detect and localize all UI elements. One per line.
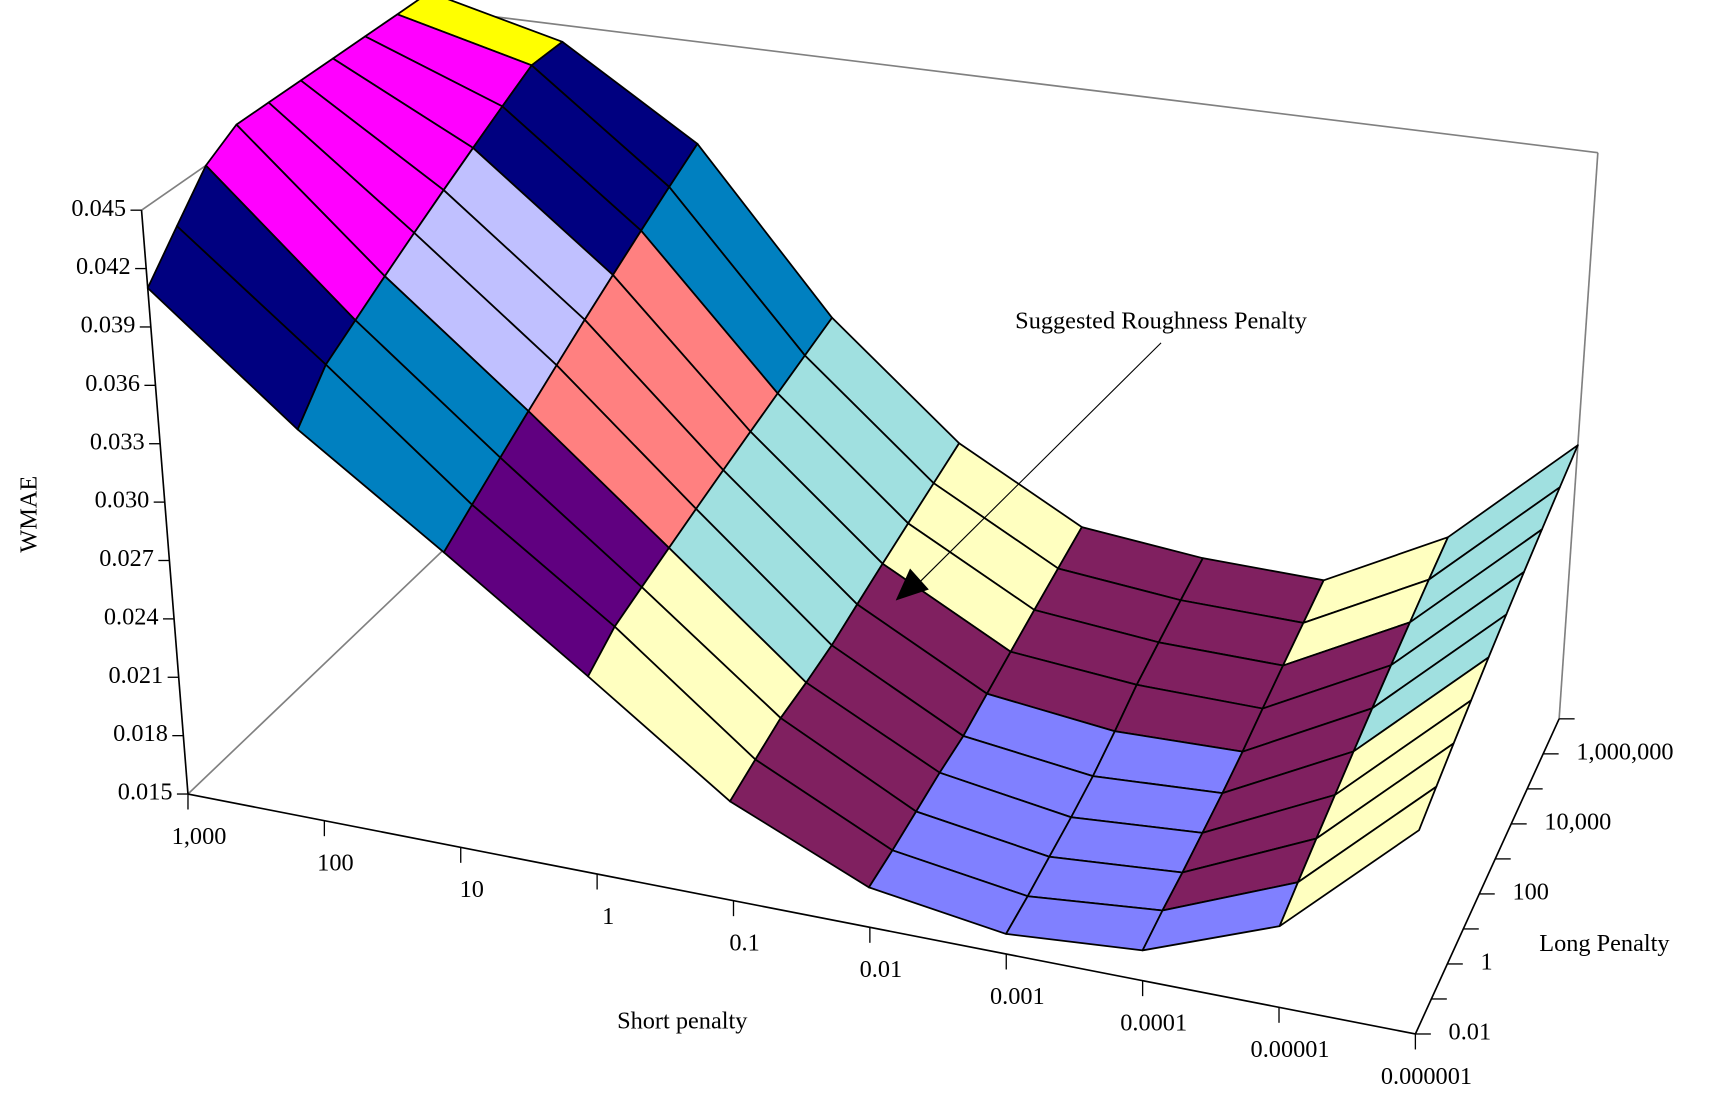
y-tick-label: 10,000: [1544, 808, 1611, 835]
back-wall-right: [1558, 152, 1599, 719]
y-axis: [1414, 718, 1560, 1035]
x-tick-label: 0.000001: [1381, 1063, 1472, 1090]
x-tick-label: 100: [317, 850, 353, 877]
z-tick-label: 0.039: [81, 312, 136, 339]
y-tick-label: 1,000,000: [1576, 738, 1673, 765]
z-tick-label: 0.036: [85, 370, 140, 397]
axes: 0.015 0.018 0.021 0.024 0.027 0.030 0.033 0.036…: [71, 195, 1673, 1090]
y-tick-label: 0.01: [1449, 1019, 1492, 1046]
z-tick-label: 0.024: [104, 603, 159, 630]
x-axis-title: Short penalty: [617, 1008, 748, 1035]
z-tick-label: 0.045: [71, 195, 126, 222]
x-tick-label: 10: [460, 876, 484, 903]
surface: [146, 0, 1579, 952]
y-axis-title: Long Penalty: [1539, 930, 1670, 957]
y-tick-label: 100: [1512, 878, 1548, 905]
x-tick-label: 0.1: [729, 929, 759, 956]
x-tick-label: 1,000: [172, 823, 227, 850]
annotation-arrow-head: [895, 568, 929, 601]
annotation: Suggested Roughness Penalty: [1015, 308, 1308, 335]
x-tick-label: 0.0001: [1120, 1009, 1187, 1036]
z-tick-label: 0.027: [99, 545, 154, 572]
x-axis: [187, 793, 1416, 1035]
x-tick-label: 0.00001: [1251, 1036, 1330, 1063]
z-tick-label: 0.033: [90, 428, 145, 455]
z-tick-label: 0.015: [118, 779, 173, 806]
z-tick-label: 0.042: [76, 253, 131, 280]
y-tick-label: 1: [1481, 949, 1493, 976]
z-tick-label: 0.030: [95, 487, 150, 514]
annotation-arrow-line: [917, 342, 1162, 585]
floor-left-edge: [187, 508, 488, 795]
z-axis-title: WMAE: [16, 476, 43, 553]
x-tick-label: 0.01: [860, 956, 903, 983]
z-tick-label: 0.018: [113, 720, 168, 747]
z-tick-label: 0.021: [109, 662, 164, 689]
surface-cell: [1278, 785, 1438, 928]
back-wall-top: [431, 8, 1598, 154]
x-tick-label: 0.001: [990, 983, 1045, 1010]
x-tick-label: 1: [602, 903, 614, 930]
